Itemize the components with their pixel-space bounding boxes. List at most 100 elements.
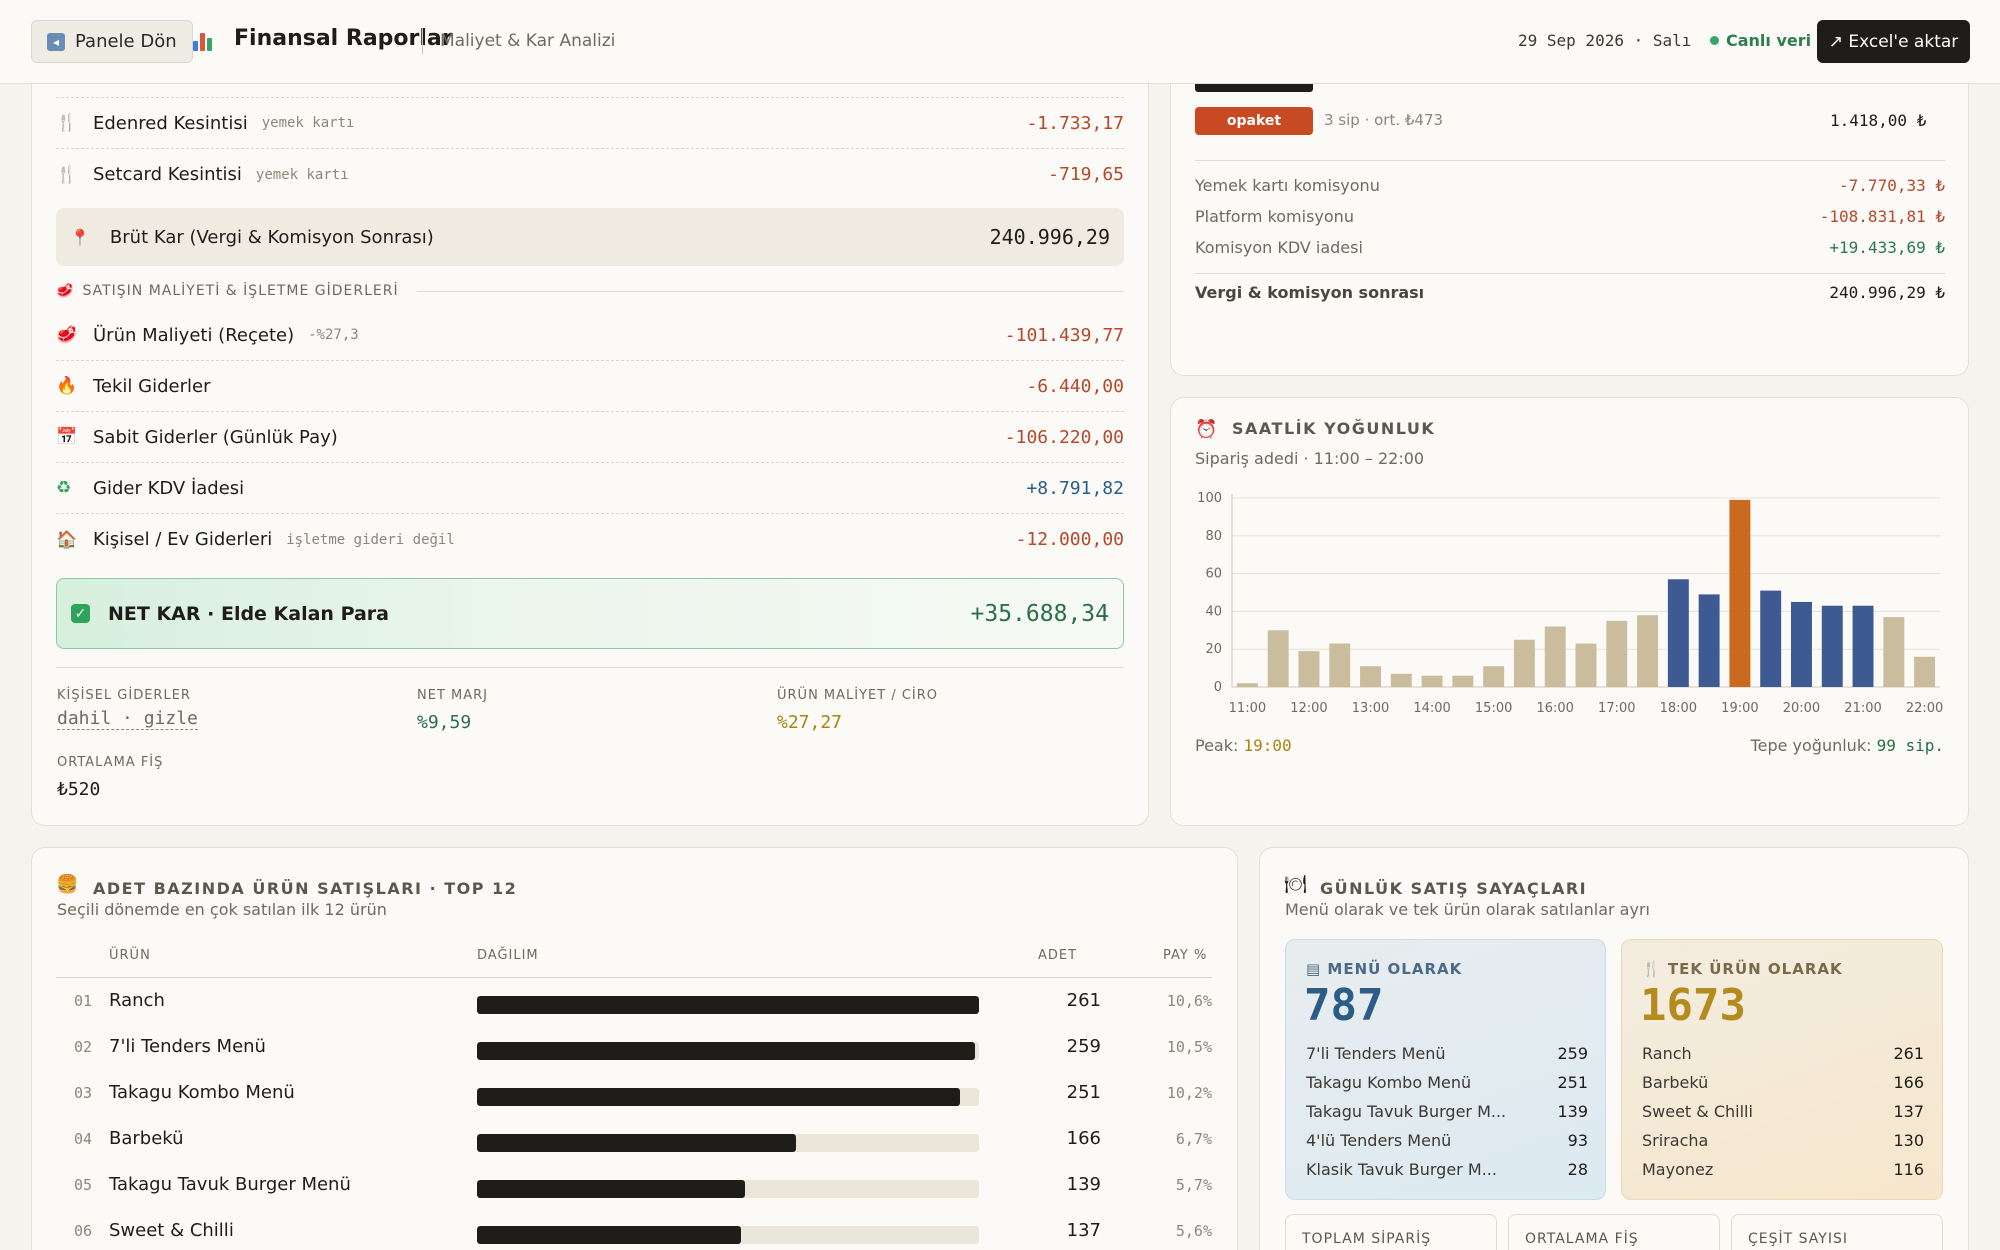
item-name: Ranch bbox=[1642, 1044, 1692, 1063]
product-qty: 261 bbox=[1066, 990, 1101, 1011]
col-header-share: PAY % bbox=[1163, 948, 1208, 963]
export-excel-button[interactable]: ↗ Excel'e aktar bbox=[1817, 20, 1970, 63]
hourly-bar bbox=[1421, 675, 1443, 687]
net-profit-label: NET KAR · Elde Kalan Para bbox=[108, 602, 390, 625]
distribution-bar-fill bbox=[477, 1134, 797, 1152]
menu-counter-item: Takagu Kombo Menü 251 bbox=[1306, 1073, 1588, 1092]
x-tick-label: 21:00 bbox=[1844, 701, 1881, 716]
products-subtitle: Seçili dönemde en çok satılan ilk 12 ürü… bbox=[57, 900, 387, 919]
x-tick-label: 13:00 bbox=[1352, 701, 1389, 716]
personal-expenses-label: KİŞİSEL GİDERLER bbox=[57, 688, 191, 703]
hourly-bar bbox=[1483, 666, 1505, 687]
x-tick-label: 18:00 bbox=[1660, 701, 1697, 716]
item-name: Klasik Tavuk Burger M... bbox=[1306, 1160, 1497, 1179]
deduction-tag: yemek kartı bbox=[261, 115, 355, 131]
single-counter-item: Sweet & Chilli 137 bbox=[1642, 1102, 1924, 1121]
product-qty: 251 bbox=[1066, 1082, 1101, 1103]
expense-label: Gider KDV İadesi bbox=[93, 477, 245, 499]
expense-label: Tekil Giderler bbox=[93, 375, 211, 397]
deduction-tag: yemek kartı bbox=[255, 166, 349, 183]
checkmark-icon: ✓ bbox=[71, 604, 90, 623]
x-tick-label: 12:00 bbox=[1290, 701, 1327, 716]
peak-value: 19:00 bbox=[1243, 736, 1292, 755]
col-header-distribution: DAĞILIM bbox=[477, 948, 539, 963]
hourly-bar bbox=[1729, 499, 1751, 687]
product-share: 10,6% bbox=[1166, 992, 1212, 1010]
menu-counter-item: Takagu Tavuk Burger M... 139 bbox=[1306, 1102, 1588, 1121]
expense-value: +8.791,82 bbox=[1026, 477, 1124, 499]
alarm-clock-icon: ⏰ bbox=[1195, 419, 1218, 440]
hourly-bar bbox=[1760, 590, 1782, 687]
expense-value: -106.220,00 bbox=[1004, 426, 1124, 448]
fork-icon: 🍴 bbox=[56, 164, 78, 185]
meat-icon: 🥩 bbox=[56, 283, 75, 299]
product-rank: 03 bbox=[74, 1084, 93, 1102]
x-tick-label: 19:00 bbox=[1721, 701, 1758, 716]
distribution-bar-fill bbox=[477, 1042, 975, 1060]
product-row: 03 Takagu Kombo Menü 251 10,2% bbox=[56, 1072, 1212, 1118]
menu-counter-item: 7'li Tenders Menü 259 bbox=[1306, 1044, 1588, 1063]
page-subtitle: Maliyet & Kar Analizi bbox=[440, 31, 616, 51]
mini-stat-variety: ÇEŞİT SAYISI bbox=[1731, 1214, 1943, 1250]
fork-icon: 🍴 bbox=[56, 113, 78, 133]
x-tick-label: 11:00 bbox=[1229, 701, 1266, 716]
pin-icon: 📍 bbox=[70, 227, 90, 247]
pnl-card bbox=[31, 40, 1149, 826]
gross-profit-value: 240.996,29 bbox=[989, 225, 1110, 249]
commission-row: Komisyon KDV iadesi +19.433,69 ₺ bbox=[1195, 238, 1945, 257]
hourly-bar bbox=[1914, 656, 1936, 687]
section-heading-costs: 🥩 SATIŞIN MALİYETİ & İŞLETME GİDERLERİ bbox=[56, 283, 1124, 299]
item-count: 261 bbox=[1893, 1044, 1924, 1063]
product-share: 5,6% bbox=[1175, 1222, 1212, 1240]
burger-icon: 🍔 bbox=[56, 874, 79, 895]
expense-tag: -%27,3 bbox=[308, 327, 359, 343]
distribution-bar-track bbox=[477, 1180, 979, 1198]
section-heading-label: SATIŞIN MALİYETİ & İŞLETME GİDERLERİ bbox=[82, 283, 399, 299]
back-to-panel-button[interactable]: ◂ Panele Dön bbox=[31, 20, 193, 63]
menu-counter-total: 787 bbox=[1304, 980, 1384, 1031]
distribution-bar-fill bbox=[477, 1180, 745, 1198]
cost-ratio-value: %27,27 bbox=[777, 712, 843, 733]
current-date: 29 Sep 2026 · Salı bbox=[1518, 31, 1692, 50]
distribution-bar-track bbox=[477, 1226, 979, 1244]
expense-value: -6.440,00 bbox=[1026, 375, 1124, 397]
counters-subtitle: Menü olarak ve tek ürün olarak satılanla… bbox=[1285, 900, 1650, 919]
hourly-bar bbox=[1390, 673, 1412, 687]
product-row: 05 Takagu Tavuk Burger Menü 139 5,7% bbox=[56, 1164, 1212, 1210]
fork-icon: 🍴 bbox=[1642, 960, 1662, 978]
x-tick-label: 17:00 bbox=[1598, 701, 1635, 716]
product-row: 01 Ranch 261 10,6% bbox=[56, 980, 1212, 1026]
bar-chart-icon bbox=[193, 29, 215, 51]
after-tax-value: 240.996,29 ₺ bbox=[1829, 283, 1945, 302]
plate-icon: 🍽 bbox=[1284, 874, 1307, 895]
product-share: 10,5% bbox=[1166, 1038, 1212, 1056]
mini-stat-avg-ticket: ORTALAMA FİŞ bbox=[1508, 1214, 1720, 1250]
y-tick-label: 0 bbox=[1214, 680, 1222, 695]
distribution-bar-fill bbox=[477, 996, 979, 1014]
avg-ticket-label: ORTALAMA FİŞ bbox=[57, 755, 164, 770]
commission-value: -108.831,81 ₺ bbox=[1819, 207, 1945, 226]
expense-row-personal: 🏠 Kişisel / Ev Giderleri işletme gideri … bbox=[56, 514, 1124, 565]
menu-counter-item: 4'lü Tenders Menü 93 bbox=[1306, 1131, 1588, 1150]
hourly-bar bbox=[1236, 683, 1258, 687]
top-density-info: Tepe yoğunluk: 99 sip. bbox=[1751, 736, 1944, 755]
hourly-subtitle: Sipariş adedi · 11:00 – 22:00 bbox=[1195, 449, 1425, 468]
fire-icon: 🔥 bbox=[56, 376, 78, 396]
page-title: Finansal Raporlar bbox=[234, 26, 453, 51]
product-row: 02 7'li Tenders Menü 259 10,5% bbox=[56, 1026, 1212, 1072]
item-name: 7'li Tenders Menü bbox=[1306, 1044, 1446, 1063]
item-count: 116 bbox=[1893, 1160, 1924, 1179]
personal-expenses-toggle[interactable]: dahil · gizle bbox=[57, 708, 198, 730]
product-share: 6,7% bbox=[1175, 1130, 1212, 1148]
expense-row-fixed: 📅 Sabit Giderler (Günlük Pay) -106.220,0… bbox=[56, 412, 1124, 463]
top-density-value: 99 sip. bbox=[1876, 736, 1944, 755]
expense-tag: işletme gideri değil bbox=[286, 531, 455, 548]
platform-amount: 1.418,00 ₺ bbox=[1830, 111, 1927, 130]
expense-row-product-cost: 🥩 Ürün Maliyeti (Reçete) -%27,3 -101.439… bbox=[56, 310, 1124, 361]
product-row: 04 Barbekü 166 6,7% bbox=[56, 1118, 1212, 1164]
product-name: 7'li Tenders Menü bbox=[109, 1036, 266, 1057]
item-count: 251 bbox=[1557, 1073, 1588, 1092]
hourly-title: SAATLİK YOĞUNLUK bbox=[1232, 419, 1436, 438]
single-label-text: TEK ÜRÜN OLARAK bbox=[1667, 960, 1843, 978]
hourly-bar bbox=[1883, 617, 1905, 687]
